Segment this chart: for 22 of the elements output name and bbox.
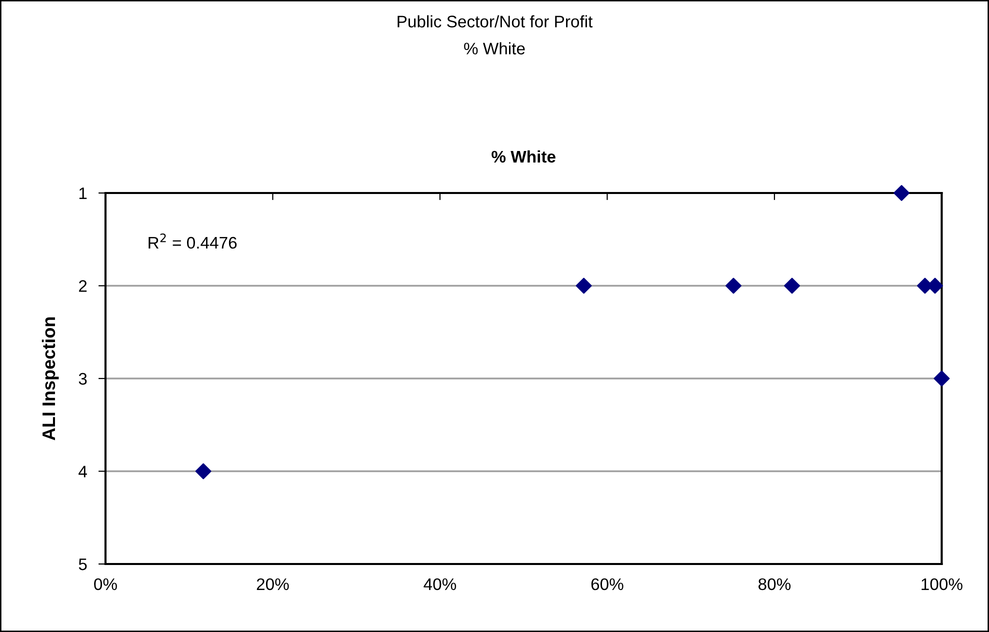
y-tick-label: 5 <box>78 558 87 570</box>
x-axis-title: % White <box>492 150 556 163</box>
annotation: R$^{2}$ = 0.4476 <box>148 233 237 249</box>
x-tick-label: 60% <box>591 578 624 590</box>
y-axis-title: ALI Inspection <box>42 317 59 440</box>
point <box>726 278 742 294</box>
point <box>576 278 592 294</box>
x-tick-label: 80% <box>758 578 791 590</box>
y-tick-label: 2 <box>79 280 87 292</box>
point <box>934 370 950 386</box>
chart-subtitle: % White <box>464 42 525 54</box>
y-tick-label: 1 <box>79 188 87 200</box>
x-tick-label: 20% <box>256 578 289 590</box>
point <box>195 463 212 480</box>
chart-title: Public Sector/Not for Profit <box>398 15 593 28</box>
y-tick-label: 3 <box>78 372 87 385</box>
x-tick-label: 40% <box>424 578 456 590</box>
x-tick-label: 0% <box>94 578 117 590</box>
x-tick-label: 100% <box>922 578 962 590</box>
point <box>894 185 910 201</box>
point <box>784 278 800 294</box>
y-tick-label: 4 <box>78 466 87 478</box>
